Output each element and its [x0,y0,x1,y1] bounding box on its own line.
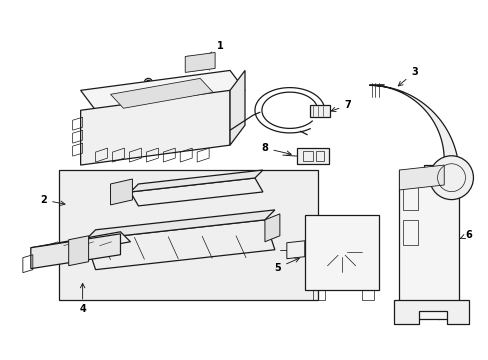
Polygon shape [110,179,132,205]
Text: 4: 4 [79,283,86,315]
Circle shape [369,280,377,288]
Text: 3: 3 [398,67,417,86]
Bar [302,151,312,161]
Text: 2: 2 [41,195,65,206]
Text: 6: 6 [459,230,471,240]
Polygon shape [110,78,213,108]
Bar [403,220,417,245]
Polygon shape [286,241,304,259]
Bar [296,148,328,164]
Polygon shape [394,300,468,324]
Circle shape [306,217,314,225]
Bar [59,170,317,300]
Text: 8: 8 [261,143,290,156]
Polygon shape [264,214,279,242]
Polygon shape [81,90,229,165]
Circle shape [433,310,443,319]
Polygon shape [31,232,130,258]
Bar [403,180,417,210]
Circle shape [423,204,434,216]
Text: 5: 5 [274,258,299,273]
Bar [315,151,323,161]
Polygon shape [369,85,458,181]
Circle shape [306,280,314,288]
Polygon shape [399,165,443,190]
Polygon shape [68,236,88,266]
Text: 1: 1 [200,41,223,61]
Text: 7: 7 [330,100,350,112]
Polygon shape [130,170,263,192]
Polygon shape [85,210,274,240]
Circle shape [423,242,434,254]
Polygon shape [229,71,244,145]
Bar [309,105,329,117]
Polygon shape [399,165,458,319]
Circle shape [423,279,434,291]
Polygon shape [31,234,120,269]
Circle shape [429,156,472,199]
Polygon shape [185,53,215,72]
Polygon shape [81,71,244,110]
Circle shape [369,217,377,225]
Circle shape [144,78,152,86]
Bar [304,215,379,289]
